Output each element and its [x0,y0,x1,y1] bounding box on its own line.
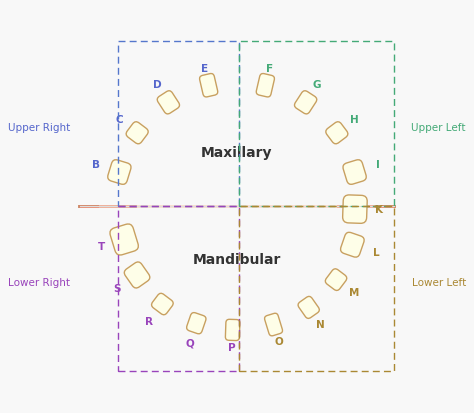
Text: O: O [274,337,283,347]
Bar [239,41,394,206]
Wedge shape [99,70,375,208]
FancyBboxPatch shape [256,74,274,97]
FancyBboxPatch shape [108,160,131,184]
Bar [0,0,474,205]
Bar [118,41,239,206]
FancyBboxPatch shape [294,91,317,114]
FancyBboxPatch shape [152,293,173,315]
Wedge shape [137,205,337,305]
Text: L: L [373,248,379,258]
Text: Lower Right: Lower Right [8,278,70,288]
FancyBboxPatch shape [200,74,218,97]
Text: H: H [350,114,359,125]
FancyBboxPatch shape [326,122,348,144]
Text: P: P [228,343,236,353]
Text: B: B [92,160,100,170]
FancyBboxPatch shape [124,262,150,288]
Bar [239,206,394,371]
Text: R: R [145,318,153,328]
Text: D: D [153,80,161,90]
Text: C: C [116,114,123,125]
FancyBboxPatch shape [110,224,138,255]
Text: Mandibular: Mandibular [193,253,281,267]
Text: Upper Left: Upper Left [411,123,466,133]
Text: N: N [316,320,325,330]
Text: E: E [201,64,209,74]
FancyBboxPatch shape [126,122,148,144]
FancyBboxPatch shape [157,91,180,114]
Text: Deciduous Teeth: Deciduous Teeth [153,13,321,31]
Wedge shape [79,50,395,208]
Text: T: T [98,242,105,252]
FancyBboxPatch shape [343,195,367,223]
Text: Maxillary: Maxillary [201,146,273,160]
Text: Lower Left: Lower Left [412,278,466,288]
Text: K: K [375,205,383,215]
Text: M: M [349,288,360,299]
Text: Q: Q [185,338,194,348]
Text: G: G [313,80,321,90]
Text: Upper Right: Upper Right [8,123,70,133]
FancyBboxPatch shape [325,269,347,290]
Text: I: I [375,160,380,170]
Wedge shape [99,205,375,343]
FancyBboxPatch shape [226,319,240,341]
Text: S: S [113,284,120,294]
Wedge shape [79,205,395,363]
Bar [118,206,239,371]
FancyBboxPatch shape [187,313,206,334]
FancyBboxPatch shape [343,160,366,184]
FancyBboxPatch shape [264,313,283,336]
Wedge shape [137,108,337,208]
Bar [0,208,474,413]
FancyBboxPatch shape [298,297,319,318]
Text: F: F [265,64,273,74]
FancyBboxPatch shape [340,232,364,257]
